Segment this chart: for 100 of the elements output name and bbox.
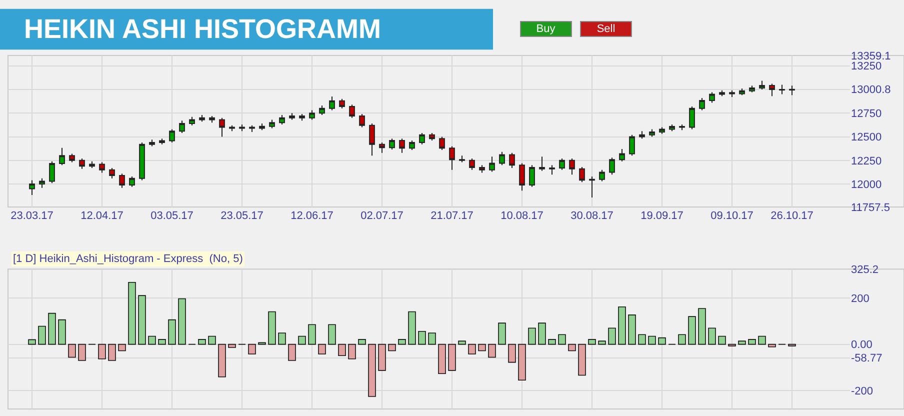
bar <box>168 319 176 345</box>
chart-title: [1 D] Heikin_Ashi_Histogram - Express (No, 5) <box>13 253 243 265</box>
candlestick <box>239 124 245 132</box>
y-tick-label: 0.00 <box>851 339 872 352</box>
bar <box>718 336 726 345</box>
candlestick <box>389 138 395 150</box>
bar <box>608 328 616 345</box>
bar <box>488 344 496 358</box>
candlestick <box>639 130 645 140</box>
candlestick <box>509 152 515 168</box>
bar <box>148 336 156 345</box>
candlestick <box>429 132 435 142</box>
bar <box>578 344 586 376</box>
bar <box>288 344 296 361</box>
candlestick <box>599 169 605 182</box>
candlestick <box>689 106 695 130</box>
candlestick <box>149 139 155 147</box>
y-tick-label: 13250 <box>851 60 882 73</box>
bar <box>558 334 566 345</box>
candlestick <box>189 116 195 126</box>
x-tick-label: 12.06.17 <box>290 210 334 222</box>
candlestick <box>459 155 465 163</box>
candlestick <box>589 176 595 198</box>
bar <box>678 334 686 345</box>
y-tick-label: 11757.5 <box>851 202 890 214</box>
candlestick <box>249 124 255 133</box>
bar <box>358 339 366 345</box>
candlestick <box>769 83 775 97</box>
bar <box>418 330 426 345</box>
bar <box>508 344 516 363</box>
candlestick <box>739 88 745 96</box>
candlestick <box>499 151 505 166</box>
bar <box>198 339 206 345</box>
bar <box>498 322 506 345</box>
candlestick <box>579 166 585 183</box>
bar <box>218 344 226 378</box>
bar <box>458 340 466 345</box>
bar <box>598 340 606 345</box>
candlestick <box>789 85 795 96</box>
candlestick <box>49 160 55 184</box>
y-tick-label: 12500 <box>851 132 882 144</box>
bar <box>568 344 576 352</box>
candlestick <box>139 142 145 181</box>
bar <box>628 314 636 345</box>
x-tick-label: 12.04.17 <box>80 210 124 222</box>
candlestick <box>539 156 545 172</box>
bar <box>698 308 706 345</box>
bar <box>368 344 376 397</box>
bar <box>118 344 126 352</box>
bar <box>518 344 526 381</box>
bar <box>268 311 276 345</box>
candlestick <box>409 140 415 151</box>
candlestick <box>709 92 715 104</box>
candlestick <box>359 114 365 128</box>
bar <box>98 344 106 360</box>
candlestick <box>39 178 45 188</box>
candlestick <box>529 164 535 188</box>
y-tick-label: 12250 <box>851 155 882 168</box>
candlestick <box>549 164 555 176</box>
bar <box>538 322 546 345</box>
candlestick <box>479 164 485 174</box>
candlestick <box>129 176 135 188</box>
candlestick <box>469 158 475 170</box>
candlestick <box>219 117 225 138</box>
text: Buy <box>536 23 556 35</box>
bar <box>388 344 396 352</box>
candlestick <box>69 153 75 163</box>
bar <box>308 324 316 345</box>
bar <box>648 336 656 345</box>
candlestick <box>109 167 115 179</box>
candlestick <box>679 124 685 131</box>
candlestick <box>259 123 265 131</box>
bar <box>548 339 556 345</box>
candlestick <box>729 90 735 98</box>
candlestick <box>629 134 635 156</box>
bar <box>138 295 146 345</box>
candlestick <box>519 162 525 192</box>
y-tick-label: 325.2 <box>851 264 879 276</box>
bar <box>468 344 476 354</box>
candlestick <box>309 110 315 120</box>
candlestick <box>319 105 325 116</box>
bar <box>738 340 746 345</box>
candlestick <box>699 97 705 111</box>
y-tick-label: -58.77 <box>851 352 882 365</box>
candlestick <box>79 158 85 170</box>
bar <box>438 344 446 374</box>
bar <box>328 324 336 345</box>
candlestick <box>229 124 235 132</box>
x-tick-label: 19.09.17 <box>640 210 684 222</box>
candlestick <box>119 173 125 188</box>
x-tick-label: 02.07.17 <box>360 210 404 222</box>
candlestick <box>379 142 385 154</box>
candlestick <box>619 148 625 162</box>
x-tick-label: 30.08.17 <box>570 210 614 222</box>
x-tick-label: 23.05.17 <box>220 210 264 222</box>
x-tick-label: 21.07.17 <box>430 210 474 222</box>
bar <box>38 326 46 345</box>
candlestick <box>489 156 495 172</box>
bar <box>758 336 766 345</box>
candlestick <box>169 128 175 143</box>
